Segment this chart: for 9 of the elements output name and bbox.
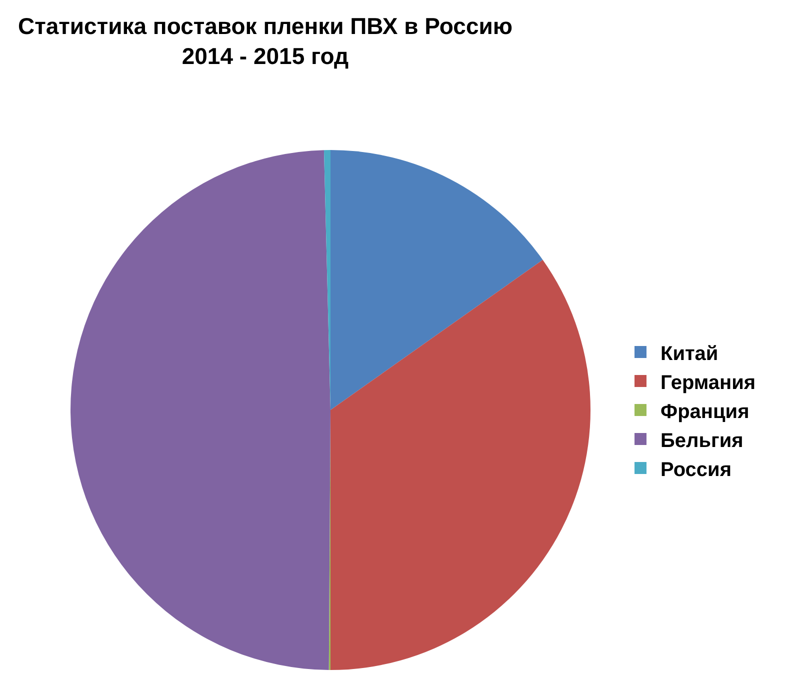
legend-label: Германия — [660, 372, 756, 394]
pie-slice — [330, 260, 590, 670]
pie-slice — [70, 150, 330, 670]
legend-label: Франция — [660, 400, 750, 423]
legend-label: Россия — [660, 458, 732, 481]
legend-label: Китай — [660, 342, 718, 365]
legend-label: Бельгия — [660, 430, 744, 452]
pie-slice — [330, 150, 543, 410]
chart-title: Статистика поставок пленки ПВХ в Россию 2014 - 2015 год — [18, 13, 513, 69]
